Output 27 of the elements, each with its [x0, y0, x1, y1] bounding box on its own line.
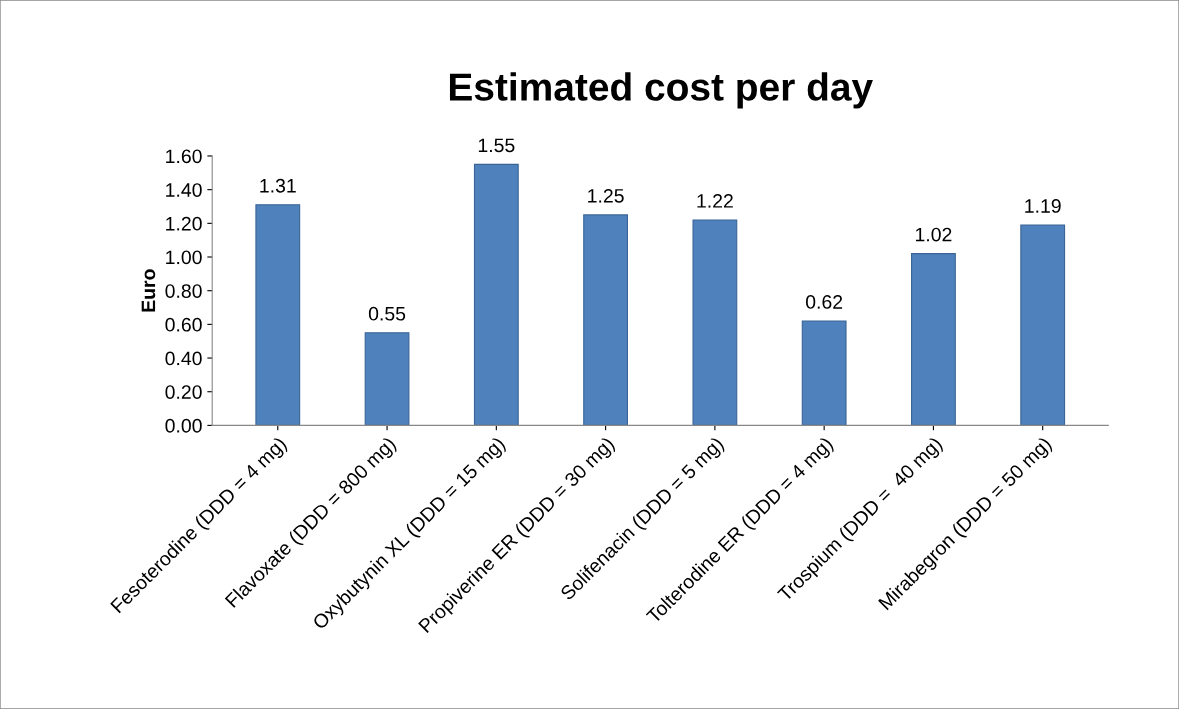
data-label: 0.55 [368, 306, 406, 321]
data-label: 1.19 [1025, 199, 1061, 213]
y-tick-label: 0.40 [165, 351, 202, 366]
bar [1020, 224, 1066, 426]
y-tick-label: 0.60 [165, 317, 202, 332]
y-tick-label: 0.20 [165, 385, 202, 399]
data-label: 1.25 [588, 188, 624, 203]
bar [801, 320, 847, 426]
y-axis-title: Euro [141, 269, 156, 312]
data-label: 0.62 [805, 295, 843, 309]
data-label: 1.55 [478, 138, 515, 153]
bar [911, 253, 956, 426]
bar [364, 332, 410, 426]
data-label: 1.31 [260, 178, 296, 193]
bar [692, 219, 738, 426]
bar [473, 163, 519, 426]
y-tick-label: 1.00 [166, 250, 202, 265]
chart-title: Estimated cost per day [449, 72, 873, 109]
y-tick-label: 0.80 [165, 284, 202, 298]
y-tick-label: 1.20 [166, 216, 202, 231]
data-label: 1.02 [915, 227, 952, 242]
bar [255, 204, 301, 426]
y-tick-label: 1.40 [166, 183, 202, 197]
y-tick-label: 0.00 [165, 418, 202, 433]
bar [583, 214, 629, 426]
data-label: 1.22 [697, 194, 733, 208]
y-tick-label: 1.60 [166, 149, 202, 164]
